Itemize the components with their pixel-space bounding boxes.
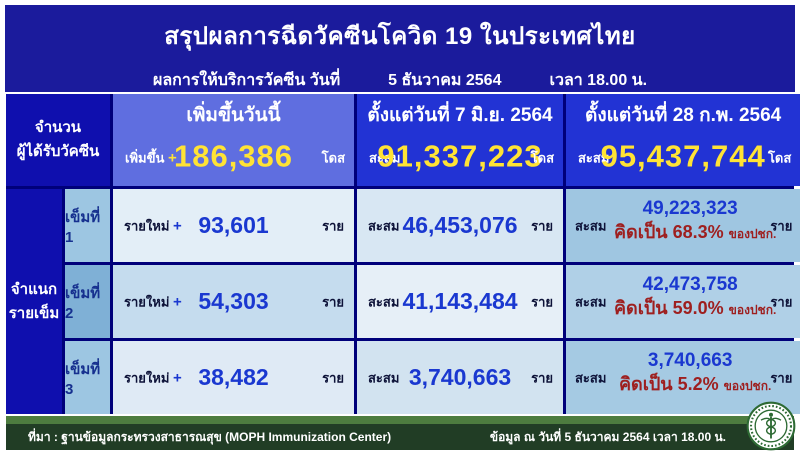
- dose3-cumulative-cell: สะสม 3,740,663 ราย: [357, 341, 563, 414]
- dose-unit-label: โดส: [321, 150, 345, 166]
- person-unit-label: ราย: [531, 218, 553, 233]
- column-header-today: เพิ่มขึ้นวันนี้ เพิ่มขึ้น + 186,386 โดส: [113, 94, 354, 186]
- column-header-since-jun7: ตั้งแต่วันที่ 7 มิ.ย. 2564 สะสม 91,337,2…: [357, 94, 563, 186]
- dose2-total-value: 42,473,758: [642, 274, 738, 295]
- dose2-cumulative-cell: สะสม 41,143,484 ราย: [357, 265, 563, 338]
- plus-sign: +: [173, 293, 182, 310]
- dose1-cumulative-value: 46,453,076: [402, 211, 518, 238]
- dose1-cumulative-cell: สะสม 46,453,076 ราย: [357, 189, 563, 262]
- person-unit-label: ราย: [322, 370, 344, 385]
- dose1-total-value: 49,223,323: [642, 198, 738, 219]
- today-total-value: 186,386: [173, 138, 294, 174]
- cumulative-label: สะสม: [575, 294, 607, 309]
- dose3-percent: คิดเป็น 5.2% ของปชก.: [619, 374, 772, 394]
- dose3-total-value: 3,740,663: [647, 350, 733, 371]
- dose1-new-cell: รายใหม่ + 93,601 ราย: [113, 189, 354, 262]
- cumulative-label: สะสม: [369, 150, 401, 166]
- dose1-percent: คิดเป็น 68.3% ของปชก.: [614, 222, 777, 242]
- new-label: รายใหม่: [124, 294, 170, 309]
- cumulative-label: สะสม: [575, 370, 607, 385]
- dose2-total-cell: สะสม 42,473,758 คิดเป็น 59.0% ของปชก. รา…: [566, 265, 800, 338]
- cumulative-label: สะสม: [578, 150, 610, 166]
- of-population-label: ของปชก.: [728, 227, 777, 241]
- moph-seal-icon: [746, 401, 796, 451]
- page-title: สรุปผลการฉีดวัคซีนโควิด 19 ในประเทศไทย: [164, 23, 636, 50]
- cumulative-label: สะสม: [368, 294, 400, 309]
- dose2-new-cell: รายใหม่ + 54,303 ราย: [113, 265, 354, 338]
- data-updated-text: ข้อมูล ณ วันที่ 5 ธันวาคม 2564 เวลา 18.0…: [489, 429, 726, 444]
- subtitle-date: 5 ธันวาคม 2564: [388, 72, 502, 89]
- since-feb28-total-value: 95,437,744: [600, 138, 766, 174]
- plus-sign: +: [173, 217, 182, 234]
- subtitle-prefix: ผลการให้บริการวัคซีน วันที่: [152, 72, 341, 89]
- dose-1-label: เข็มที่ 1: [65, 189, 110, 262]
- dose3-new-value: 38,482: [198, 363, 269, 390]
- dose3-cumulative-value: 3,740,663: [408, 363, 512, 390]
- person-unit-label: ราย: [770, 294, 793, 309]
- of-population-label: ของปชก.: [723, 379, 772, 393]
- dose3-new-cell: รายใหม่ + 38,482 ราย: [113, 341, 354, 414]
- person-unit-label: ราย: [531, 294, 553, 309]
- plus-sign: +: [167, 149, 177, 167]
- dose-unit-label: โดส: [767, 150, 792, 166]
- dose-3-label: เข็มที่ 3: [65, 341, 110, 414]
- dose2-cumulative-value: 41,143,484: [402, 287, 518, 314]
- person-unit-label: ราย: [322, 218, 344, 233]
- footer: ที่มา : ฐานข้อมูลกระทรวงสาธารณสุข (MOPH …: [6, 416, 794, 450]
- row-group-label-by-dose: จำแนก รายเข็ม: [6, 189, 62, 414]
- since-jun7-total-value: 91,337,223: [377, 138, 543, 174]
- data-source-text: ที่มา : ฐานข้อมูลกระทรวงสาธารณสุข (MOPH …: [28, 429, 392, 444]
- dose3-total-cell: สะสม 3,740,663 คิดเป็น 5.2% ของปชก. ราย: [566, 341, 800, 414]
- report-subtitle: ผลการให้บริการวัคซีน วันที่ 5 ธันวาคม 25…: [5, 68, 795, 93]
- new-label: รายใหม่: [124, 370, 170, 385]
- person-unit-label: ราย: [531, 370, 553, 385]
- new-label: รายใหม่: [124, 218, 170, 233]
- dose1-total-cell: สะสม 49,223,323 คิดเป็น 68.3% ของปชก. รา…: [566, 189, 800, 262]
- cumulative-label: สะสม: [368, 370, 400, 385]
- dose-unit-label: โดส: [530, 150, 554, 166]
- row-header-recipients: จำนวน ผู้ได้รับวัคซีน: [6, 94, 110, 186]
- cumulative-label: สะสม: [575, 218, 607, 233]
- title-banner: สรุปผลการฉีดวัคซีนโควิด 19 ในประเทศไทย ผ…: [5, 5, 795, 92]
- person-unit-label: ราย: [322, 294, 344, 309]
- plus-sign: +: [173, 369, 182, 386]
- subtitle-time: เวลา 18.00 น.: [549, 72, 648, 89]
- dose1-new-value: 93,601: [198, 211, 269, 238]
- of-population-label: ของปชก.: [728, 303, 777, 317]
- dose2-new-value: 54,303: [198, 287, 269, 314]
- vaccination-table: จำนวน ผู้ได้รับวัคซีน เพิ่มขึ้นวันนี้ เพ…: [6, 94, 800, 414]
- today-label: เพิ่มขึ้น +: [125, 149, 177, 167]
- column-header-since-feb28: ตั้งแต่วันที่ 28 ก.พ. 2564 สะสม 95,437,7…: [566, 94, 800, 186]
- dose-2-label: เข็มที่ 2: [65, 265, 110, 338]
- dose2-percent: คิดเป็น 59.0% ของปชก.: [614, 298, 777, 318]
- person-unit-label: ราย: [770, 370, 793, 385]
- footer-accent-band: [6, 416, 794, 424]
- cumulative-label: สะสม: [368, 218, 400, 233]
- person-unit-label: ราย: [770, 218, 793, 233]
